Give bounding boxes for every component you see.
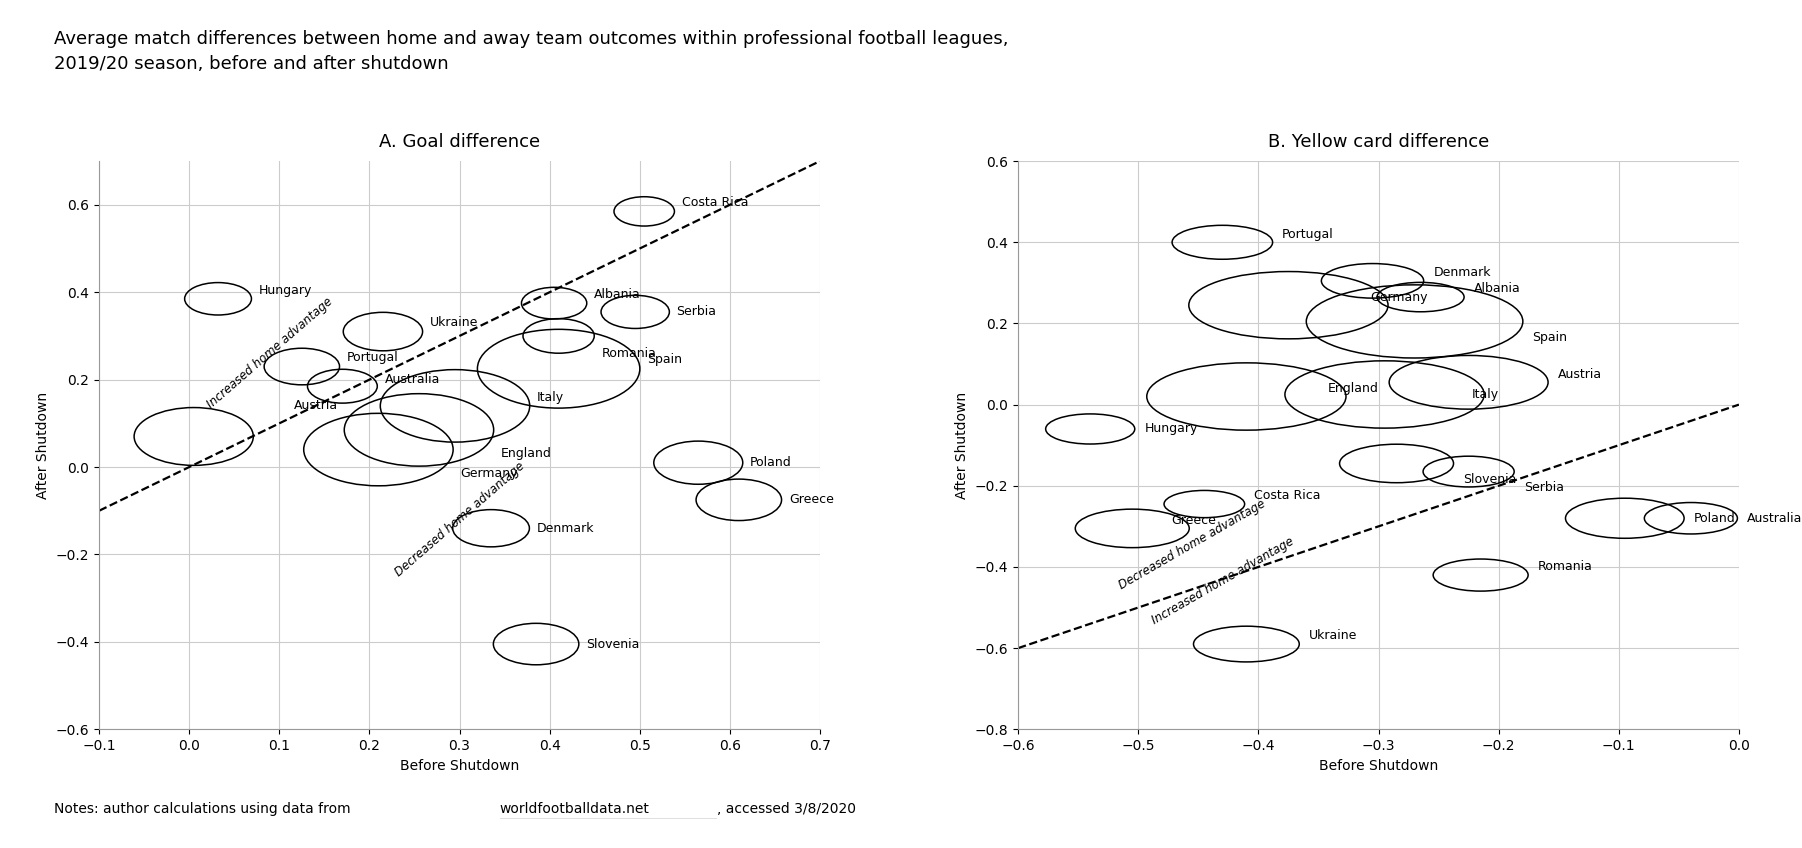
Text: Decreased home advantage: Decreased home advantage [393, 460, 526, 579]
Text: Average match differences between home and away team outcomes within professiona: Average match differences between home a… [54, 30, 1009, 73]
Text: Germany: Germany [460, 467, 517, 480]
X-axis label: Before Shutdown: Before Shutdown [400, 759, 519, 773]
Title: B. Yellow card difference: B. Yellow card difference [1269, 133, 1488, 151]
Text: Costa Rica: Costa Rica [681, 196, 748, 209]
Text: Hungary: Hungary [259, 283, 312, 297]
Title: A. Goal difference: A. Goal difference [378, 133, 541, 151]
Text: Serbia: Serbia [1524, 482, 1564, 494]
X-axis label: Before Shutdown: Before Shutdown [1319, 759, 1438, 773]
Text: Italy: Italy [1472, 388, 1499, 401]
Text: Costa Rica: Costa Rica [1254, 489, 1321, 502]
Text: Greece: Greece [1171, 514, 1216, 527]
Text: worldfootballdata.net: worldfootballdata.net [499, 801, 649, 816]
Text: Increased home advantage: Increased home advantage [1150, 535, 1296, 628]
Y-axis label: After Shutdown: After Shutdown [36, 392, 50, 499]
Text: Denmark: Denmark [537, 522, 595, 535]
Text: , accessed 3/8/2020: , accessed 3/8/2020 [717, 801, 856, 816]
Text: Albania: Albania [595, 288, 642, 301]
Text: Greece: Greece [789, 494, 834, 506]
Text: Serbia: Serbia [676, 305, 717, 318]
Text: England: England [501, 448, 551, 460]
Text: Poland: Poland [750, 456, 791, 469]
Text: Poland: Poland [1694, 511, 1735, 525]
Text: Australia: Australia [384, 373, 440, 386]
Text: Romania: Romania [1537, 561, 1593, 573]
Text: Ukraine: Ukraine [431, 316, 478, 329]
Text: Notes: author calculations using data from: Notes: author calculations using data fr… [54, 801, 355, 816]
Text: Portugal: Portugal [346, 351, 398, 365]
Text: Spain: Spain [647, 354, 681, 366]
Text: Austria: Austria [294, 399, 339, 412]
Text: Romania: Romania [602, 347, 656, 360]
Text: Germany: Germany [1370, 291, 1427, 304]
Text: England: England [1328, 382, 1379, 395]
Text: Increased home advantage: Increased home advantage [205, 295, 335, 411]
Y-axis label: After Shutdown: After Shutdown [955, 392, 969, 499]
Text: Austria: Austria [1557, 368, 1602, 381]
Text: Italy: Italy [537, 391, 564, 404]
Text: Slovenia: Slovenia [586, 638, 640, 650]
Text: Hungary: Hungary [1144, 422, 1198, 436]
Text: Denmark: Denmark [1433, 266, 1490, 279]
Text: Albania: Albania [1474, 282, 1521, 295]
Text: Ukraine: Ukraine [1308, 629, 1357, 643]
Text: Spain: Spain [1532, 332, 1568, 344]
Text: Slovenia: Slovenia [1463, 473, 1517, 486]
Text: Australia: Australia [1746, 511, 1802, 525]
Text: Portugal: Portugal [1283, 227, 1333, 241]
Text: Decreased home advantage: Decreased home advantage [1117, 497, 1269, 592]
